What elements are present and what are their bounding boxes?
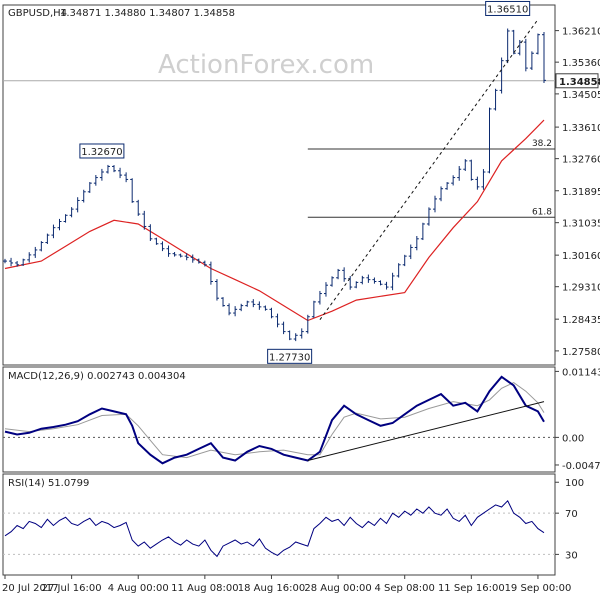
macd-y-tick-label: 0.00 [562,433,584,444]
fib-level-label: 38.2 [532,139,552,149]
macd-y-tick-label: -0.004782 [562,461,600,472]
price-ohlc-label: 1.34871 1.34880 1.34807 1.34858 [60,8,235,19]
macd-y-tick-label: 0.011437 [562,367,600,378]
rsi-line [4,499,545,558]
price-y-tick-label: 1.34505 [562,90,600,101]
price-y-tick-label: 1.28435 [562,315,600,326]
x-axis-tick-label: 4 Aug 00:00 [108,583,169,594]
macd-trendline [307,401,545,461]
current-price-badge [555,73,599,89]
price-y-tick-label: 1.31895 [562,187,600,198]
x-axis-tick-label: 11 Sep 16:00 [438,583,505,594]
price-annotation-box [485,0,531,16]
x-axis-tick-label: 27 Jul 16:00 [42,583,102,594]
price-y-tick-label: 1.31035 [562,219,600,230]
price-annotation-label: 1.32670 [81,147,122,158]
rsi-y-tick-label: 30 [565,550,578,561]
panel-frame-price [2,4,556,366]
price-y-tick-label: 1.36210 [562,27,600,38]
price-annotation-label: 1.27730 [269,352,310,363]
x-axis-tick-label: 19 Sep 00:00 [505,583,572,594]
price-annotation-label: 1.36510 [487,4,528,15]
price-trendline [319,19,539,321]
rsi-header-label: RSI(14) 51.0799 [8,478,89,489]
price-y-tick-label: 1.30160 [562,251,600,262]
candles-group [3,28,546,342]
macd-header-label: MACD(12,26,9) 0.002743 0.004304 [8,371,186,382]
fib-level-label: 61.8 [532,207,552,217]
price-symbol-label: GBPUSD,H4 [8,8,67,19]
x-axis-tick-label: 28 Aug 00:00 [304,583,371,594]
macd-signal-line [4,382,545,459]
x-axis-tick-label: 20 Jul 2017 [2,583,59,594]
price-y-tick-label: 1.29310 [562,283,600,294]
price-y-tick-label: 1.27580 [562,347,600,358]
moving-average-line [4,119,545,322]
price-y-tick-label: 1.35360 [562,58,600,69]
price-y-tick-label: 1.32760 [562,155,600,166]
x-axis-tick-label: 18 Aug 16:00 [238,583,305,594]
panel-frame-macd [2,366,556,473]
price-annotation-box [79,143,125,159]
price-annotation-box [267,348,313,364]
x-axis-tick-label: 11 Aug 08:00 [171,583,238,594]
macd-line [4,375,545,465]
rsi-y-tick-label: 100 [565,478,584,489]
watermark-text: ActionForex.com [158,50,374,80]
current-price-label: 1.34858 [559,77,600,88]
rsi-y-tick-label: 70 [565,509,578,520]
price-y-tick-label: 1.33610 [562,123,600,134]
x-axis-tick-label: 4 Sep 08:00 [375,583,435,594]
